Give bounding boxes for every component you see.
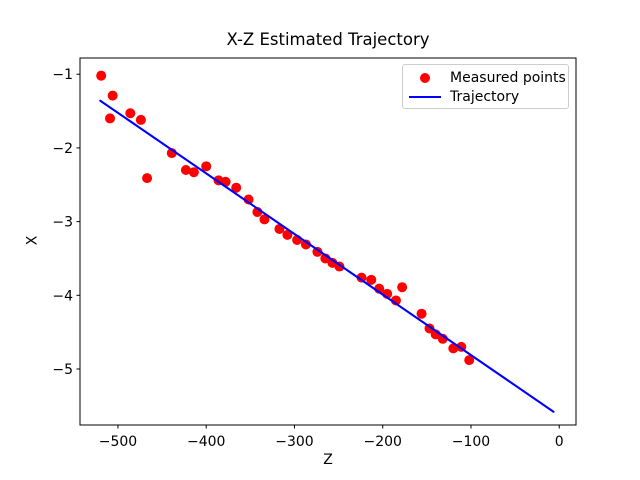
- legend-handle: [403, 72, 447, 83]
- trajectory-line-marker-icon: [409, 95, 441, 98]
- y-tick-label: −2: [52, 141, 73, 157]
- legend-item-trajectory: Trajectory: [403, 87, 568, 106]
- y-axis-label: X: [24, 235, 41, 246]
- legend-label-trajectory: Trajectory: [450, 88, 520, 105]
- x-tick-label: −200: [363, 434, 401, 450]
- scatter-point: [356, 272, 367, 283]
- chart-title: X-Z Estimated Trajectory: [226, 30, 430, 49]
- y-tick-label: −3: [52, 215, 73, 231]
- x-tick-label: −300: [275, 434, 313, 450]
- scatter-point: [231, 182, 242, 193]
- scatter-point: [282, 229, 293, 240]
- y-tick-label: −5: [52, 362, 73, 378]
- trajectory-line: [99, 99, 555, 413]
- scatter-point: [96, 70, 107, 81]
- scatter-point: [300, 239, 311, 250]
- scatter-point: [188, 167, 199, 178]
- scatter-point: [135, 114, 146, 125]
- scatter-point: [366, 274, 377, 285]
- legend-label-measured-points: Measured points: [450, 69, 566, 86]
- x-tick-label: 0: [555, 434, 564, 450]
- scatter-point: [142, 173, 153, 184]
- x-tick-label: −500: [99, 434, 137, 450]
- scatter-point: [201, 161, 212, 172]
- scatter-point: [107, 90, 118, 101]
- x-tick-label: −400: [187, 434, 225, 450]
- x-tick-label: −100: [452, 434, 490, 450]
- legend: Measured points Trajectory: [402, 64, 569, 109]
- scatter-point: [312, 246, 323, 257]
- scatter-point: [416, 308, 427, 319]
- legend-handle: [403, 95, 447, 98]
- axes-spines: [79, 57, 577, 426]
- scatter-point: [105, 113, 116, 124]
- measured-points-marker-icon: [420, 72, 430, 83]
- scatter-point: [125, 108, 136, 119]
- y-tick-label: −1: [52, 67, 73, 83]
- x-axis-label: Z: [323, 452, 333, 468]
- y-tick-label: −4: [52, 288, 73, 304]
- scatter-point: [180, 165, 191, 176]
- scatter-point: [259, 214, 270, 225]
- legend-item-measured-points: Measured points: [403, 68, 568, 87]
- scatter-point: [464, 355, 475, 366]
- scatter-point: [397, 282, 408, 293]
